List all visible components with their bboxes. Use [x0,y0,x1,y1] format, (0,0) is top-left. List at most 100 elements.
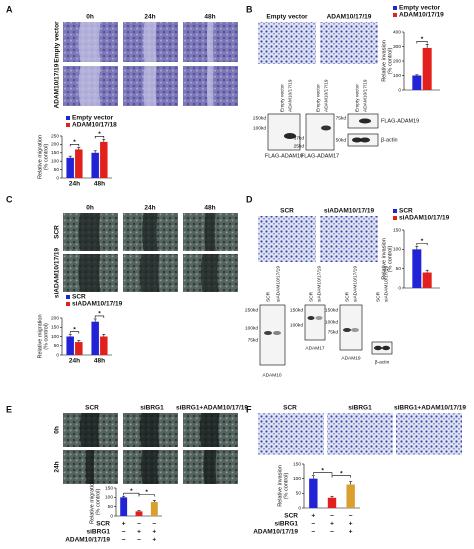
blot-label: β-actin [375,359,390,365]
y-tick-label: 0 [110,513,113,519]
y-tick-label: 0 [56,352,59,358]
column-header: SCR [85,405,99,412]
mw-marker: 100kd [245,325,258,331]
condition-label: siBRG1 [275,521,299,528]
lane-label: Empty vector [354,84,360,112]
significance-label: * [321,467,324,474]
y-axis-label: (% control) [43,323,49,350]
condition-sign: − [152,521,156,528]
panel-label: B [246,4,253,14]
column-header: siBRG1 [140,405,164,412]
y-axis-label: (% control) [43,144,49,171]
wound-gap [206,22,214,62]
legend-label: siADAM10/17/19 [399,215,450,222]
y-axis-label: Relative migration [37,314,43,358]
condition-sign: + [330,521,334,528]
condition-label: SCR [96,521,110,528]
y-tick-label: 0 [56,175,59,181]
y-tick-label: 50 [396,266,402,272]
blot-band [352,137,362,143]
column-header: siBRG1+ADAM10/17/19 [176,405,248,412]
lane-label: SCR [344,291,350,302]
y-tick-label: 200 [51,315,59,321]
y-tick-label: 100 [105,495,113,501]
wound-gap [85,450,95,484]
blot-label: ADAM19 [341,355,361,361]
legend-label: Empty vector [72,115,114,122]
panel-label: D [246,194,253,204]
bar [412,75,422,90]
blot-band [273,331,281,335]
lane-label: siADAM10/17/19 [316,266,322,302]
row-label: Empty vector [54,21,61,63]
micrograph [258,216,316,262]
significance-label: * [98,131,101,138]
blot-label: FLAG-ADAM17 [301,153,339,159]
blot-label: FLAG-ADAM19 [381,118,419,124]
y-axis-label: Relative migration [89,480,95,524]
condition-sign: + [122,521,126,528]
condition-label: ADAM10/17/19 [65,537,110,544]
significance-bracket [94,315,105,318]
blot-band [307,316,315,320]
lane-label: Empty vector [279,84,285,112]
y-tick-label: 150 [51,150,59,156]
condition-sign: + [137,529,141,536]
micrograph [396,413,462,455]
row-label: 24h [54,461,61,472]
blot [267,113,301,151]
mw-marker: 100kd [290,322,303,328]
condition-sign: − [311,529,315,536]
significance-label: * [98,311,101,318]
wound-gap [203,450,217,484]
wound-gap [78,22,101,62]
bar [150,502,158,516]
lane-label: siADAM10/17/19 [352,266,358,302]
bar [412,249,422,288]
column-header: 0h [86,14,94,21]
y-tick-label: 0 [398,285,401,291]
legend-label: SCR [72,294,86,301]
y-axis-label: (% control) [387,48,393,75]
lane-label: SCR [308,291,314,302]
micrograph [327,413,393,455]
mw-marker: 150kd [290,307,303,313]
blot-label: FLAG-ADAM10 [265,153,303,159]
micrograph [258,22,316,64]
y-axis-label: (% control) [387,246,393,273]
lane-label: ADAM10/17/19 [287,79,293,112]
significance-bracket [313,472,333,475]
significance-bracket [69,144,80,147]
bar [120,497,128,516]
wound-gap [143,22,157,62]
significance-bracket [331,475,351,478]
significance-bracket [69,331,80,334]
condition-sign: − [330,529,334,536]
legend-label: SCR [399,208,413,215]
condition-sign: + [152,537,156,544]
blot-band [359,118,371,124]
row-label: siADAM10/17/19 [54,248,61,299]
blot [259,304,286,366]
significance-label: * [421,238,424,245]
micrograph [320,22,378,64]
condition-sign: − [122,537,126,544]
blot [339,304,363,351]
y-axis-label: Relative invasion [381,40,387,82]
bar [327,497,337,508]
bar [91,152,99,178]
y-tick-label: 100 [393,247,401,253]
x-tick-label: 24h [69,358,80,365]
wound-gap [200,254,219,292]
wound-gap [140,450,159,484]
y-tick-label: 50 [54,343,60,349]
condition-sign: − [122,529,126,536]
y-tick-label: 200 [393,58,401,64]
lane-label: SCR [265,291,271,302]
condition-sign: + [311,513,315,520]
y-tick-label: 50 [54,167,60,173]
legend-label: Empty vector [399,5,441,12]
y-axis-label: Relative invasion [277,465,283,507]
micrograph [320,216,378,262]
